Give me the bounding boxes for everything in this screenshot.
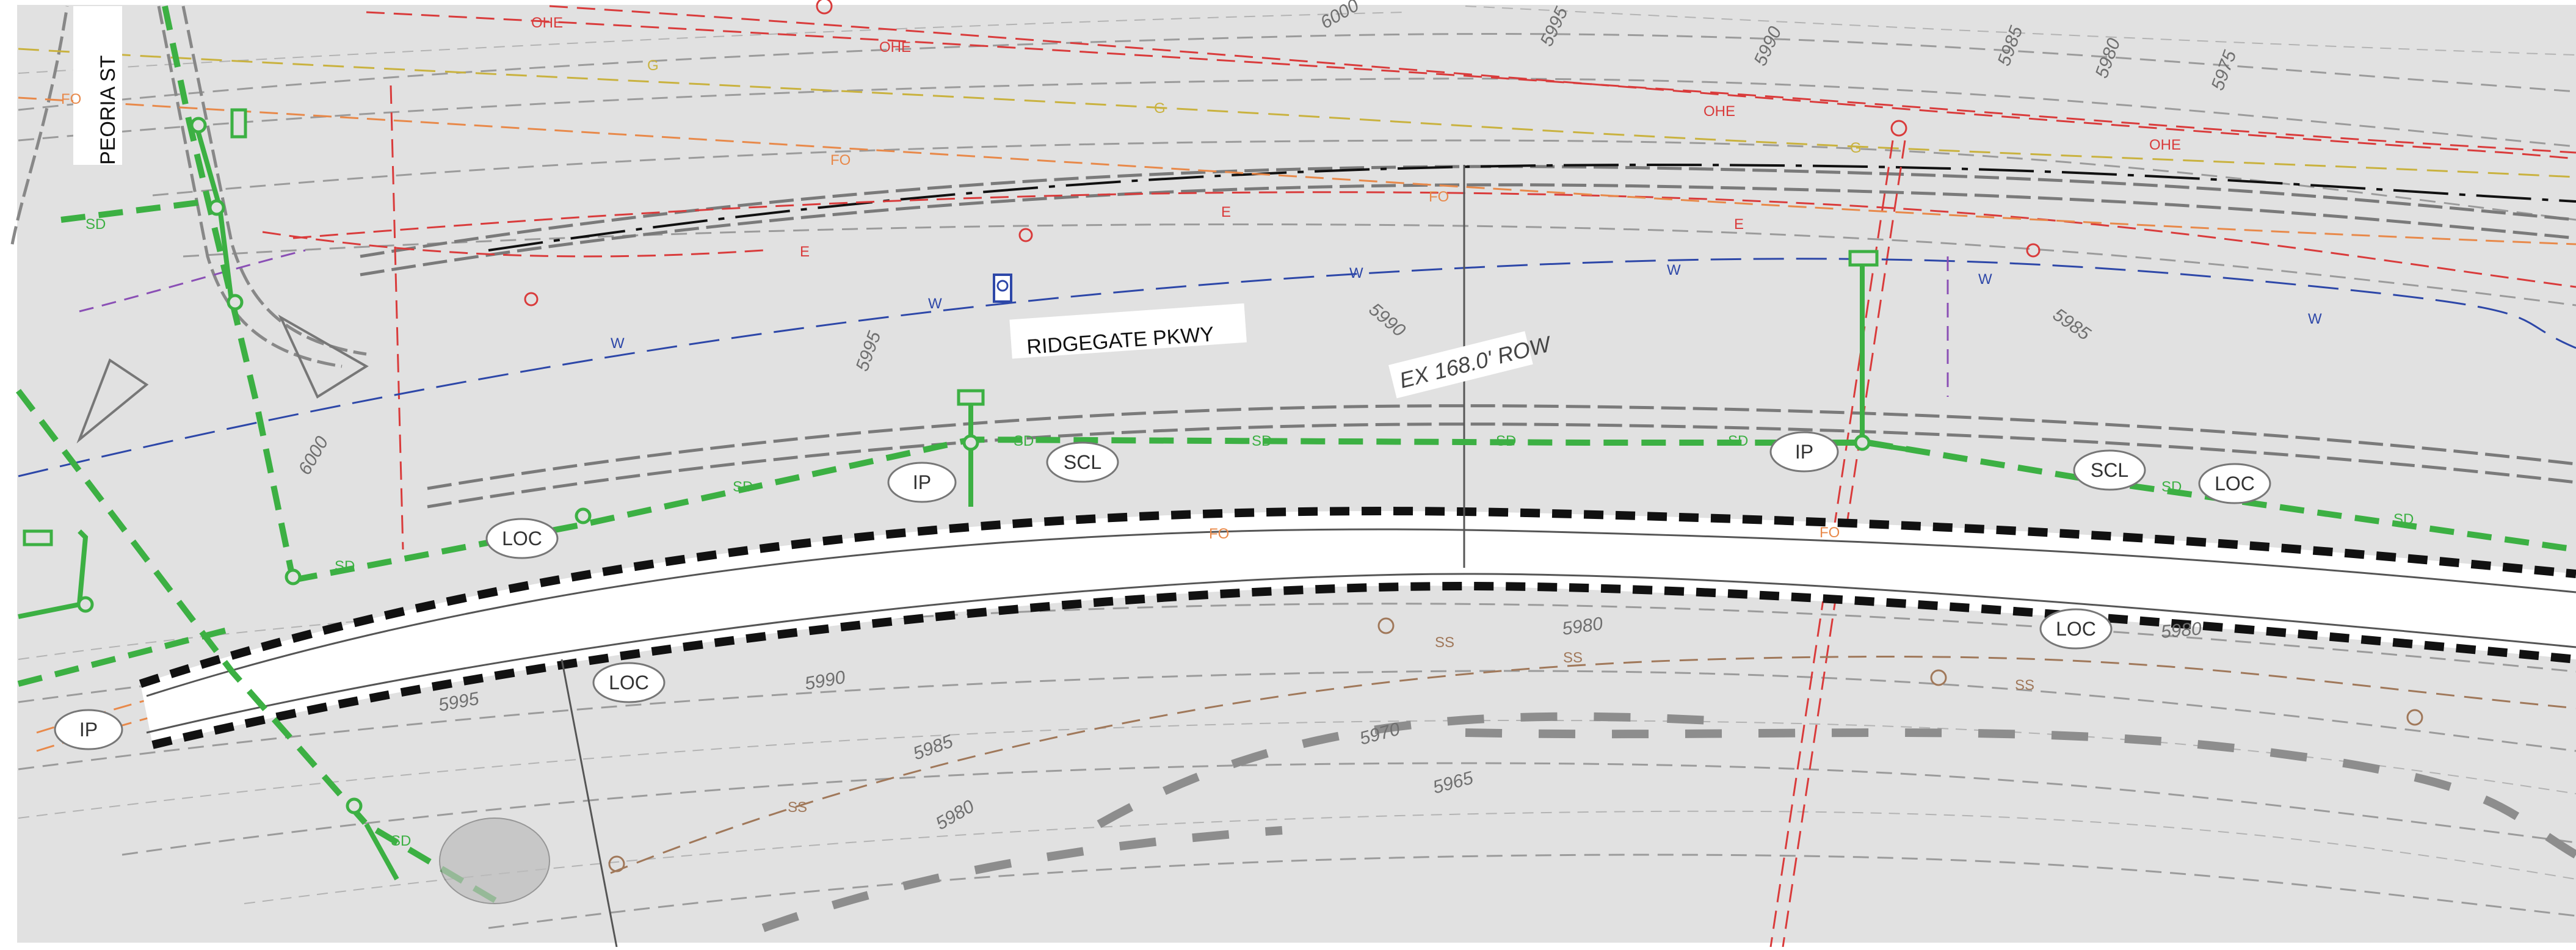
water-label: W [1667,262,1681,278]
fo-label: FO [61,91,81,107]
tag-ip-text: IP [1795,441,1813,463]
fo-label: FO [1429,189,1449,205]
roadway-band [139,507,2576,749]
peoria-st-label-group: PEORIA ST [73,6,122,165]
ss-label: SS [788,799,807,816]
tag-loc-text: LOC [609,672,649,694]
sanitary-line [610,655,2576,874]
ohe-label: OHE [531,15,563,31]
electric-label: E [1734,216,1744,233]
tag-scl-text: SCL [1064,451,1101,473]
sd-label: SD [1496,433,1516,449]
electric-label: E [800,244,810,260]
fo-label: FO [1820,524,1840,541]
storm-structures [23,108,1879,814]
tag-loc-2: LOC [592,662,666,703]
water-label: W [2308,311,2322,327]
tag-loc-text: LOC [2056,618,2096,640]
sd-label: SD [85,216,106,233]
tag-scl-2: SCL [2073,449,2146,491]
contour-label-5980-right: 5980 [2160,618,2203,642]
ohe-label: OHE [1703,103,1735,120]
sd-label: SD [391,833,411,849]
ohe-label: OHE [879,39,911,56]
hydrant-icon [993,274,1012,303]
water-line [18,258,2576,477]
sd-label: SD [2393,511,2414,528]
tag-loc-3: LOC [2039,608,2113,650]
tag-scl-text: SCL [2091,459,2128,481]
tag-loc-text: LOC [2215,473,2255,495]
fo-label: FO [830,152,851,169]
tag-scl-1: SCL [1046,441,1119,483]
peoria-st-label: PEORIA ST [96,56,120,165]
sd-label: SD [1728,433,1748,449]
tag-loc-text: LOC [502,528,542,549]
ss-label: SS [1435,634,1454,651]
tag-ip-3: IP [1769,431,1839,473]
water-label: W [928,296,942,312]
sd-label: SD [1014,433,1034,449]
electric-label: E [1221,204,1231,220]
telecom-line [79,249,1949,397]
fo-label: FO [1209,526,1229,542]
rock-patch [439,818,550,904]
water-label: W [1978,271,1992,288]
sd-label: SD [1252,433,1272,449]
tag-ip-text: IP [79,719,98,741]
road-edges [360,165,2576,509]
gas-label: G [1850,140,1862,156]
gas-label: G [647,57,659,74]
sd-label: SD [733,479,753,495]
sd-label: SD [335,558,355,575]
tag-ip-1: IP [54,709,123,750]
tag-loc-1: LOC [485,518,559,559]
road-centerline [488,163,2576,252]
tag-ip-2: IP [887,462,957,503]
poles [524,0,2041,306]
tag-loc-4: LOC [2198,463,2271,504]
utility-labels: SD SD SD SD SD SD SD SD SD SD W W W W W … [61,15,2414,849]
islands [76,314,369,444]
sanitary-manholes [608,617,2423,872]
ohe-label: OHE [2149,137,2181,153]
gas-label: G [1154,100,1166,117]
water-label: W [611,335,625,352]
sd-label: SD [2161,479,2182,495]
tag-ip-text: IP [913,471,931,493]
water-label: W [1349,265,1363,281]
overhead-electric-lines [366,5,2576,160]
ss-label: SS [2015,677,2034,694]
drawing-area [17,5,2576,943]
heavy-dashed-lines [761,712,2576,932]
ss-label: SS [1563,650,1583,666]
gas-line [18,48,2576,178]
